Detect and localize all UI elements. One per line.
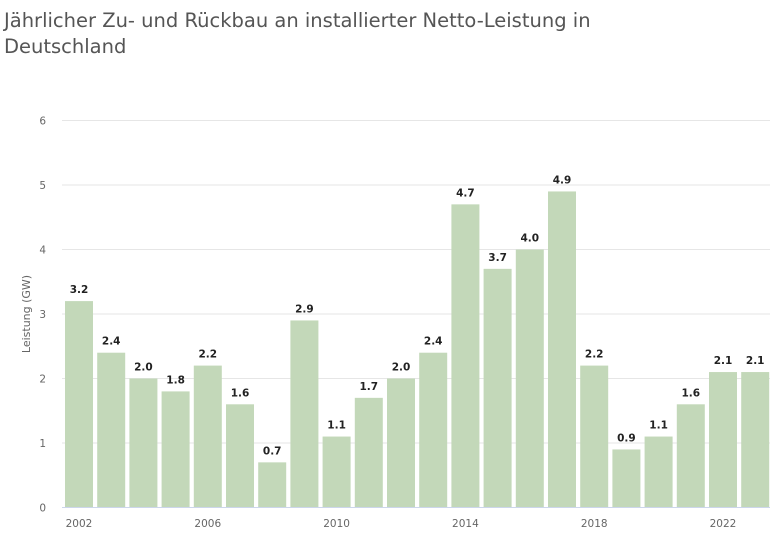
data-label: 2.4 [102,336,121,348]
data-label: 1.7 [359,381,378,393]
y-tick-label: 1 [39,438,46,450]
x-tick-label: 2010 [323,518,350,530]
data-label: 4.7 [456,187,475,199]
data-label: 1.8 [166,374,185,386]
bar-2002 [65,301,93,508]
y-tick-label: 4 [39,245,46,257]
data-label: 1.1 [649,420,668,432]
bar-2023 [741,372,770,508]
bar-2004 [129,378,158,508]
y-tick-label: 2 [39,374,46,386]
data-label: 2.9 [295,303,314,315]
bar-2005 [161,391,190,508]
data-label: 2.2 [585,349,604,361]
y-tick-label: 0 [39,503,46,515]
bar-2007 [226,404,254,508]
x-tick-label: 2022 [710,518,737,530]
bar-2006 [193,365,222,508]
bar-2012 [387,378,415,508]
bar-2008 [258,462,287,508]
bar-2020 [644,436,673,508]
data-label: 4.0 [520,233,539,245]
data-label: 3.2 [70,284,89,296]
bar-2010 [322,436,351,508]
x-tick-label: 2014 [452,518,479,530]
data-label: 2.4 [424,336,443,348]
y-tick-label: 3 [39,309,46,321]
data-label: 4.9 [553,174,572,186]
bar-2016 [515,249,544,508]
y-tick-label: 5 [39,180,46,192]
data-label: 2.1 [746,355,765,367]
y-axis-label: Leistung (GW) [20,275,33,353]
bar-2019 [612,449,641,508]
data-label: 1.6 [231,387,250,399]
data-label: 1.6 [681,387,700,399]
bar-2011 [354,397,383,508]
data-label: 0.7 [263,445,282,457]
bar-2022 [709,372,737,508]
data-label: 2.2 [198,349,217,361]
x-tick-label: 2018 [581,518,608,530]
y-tick-label: 6 [39,116,46,128]
x-tick-label: 2006 [194,518,221,530]
bar-2015 [483,268,512,508]
bar-2014 [451,204,480,508]
chart-title: Jährlicher Zu- und Rückbau an installier… [4,9,591,58]
data-label: 0.9 [617,432,636,444]
data-label: 1.1 [327,420,346,432]
bar-2013 [419,352,448,508]
x-tick-label: 2002 [66,518,93,530]
bar-2018 [580,365,609,508]
bar-2021 [676,404,705,508]
data-label: 2.0 [392,362,411,374]
bar-2003 [97,352,126,508]
data-label: 3.7 [488,252,507,264]
data-label: 2.0 [134,362,153,374]
data-label: 2.1 [714,355,733,367]
bar-2017 [548,191,576,508]
bar-2009 [290,320,319,508]
